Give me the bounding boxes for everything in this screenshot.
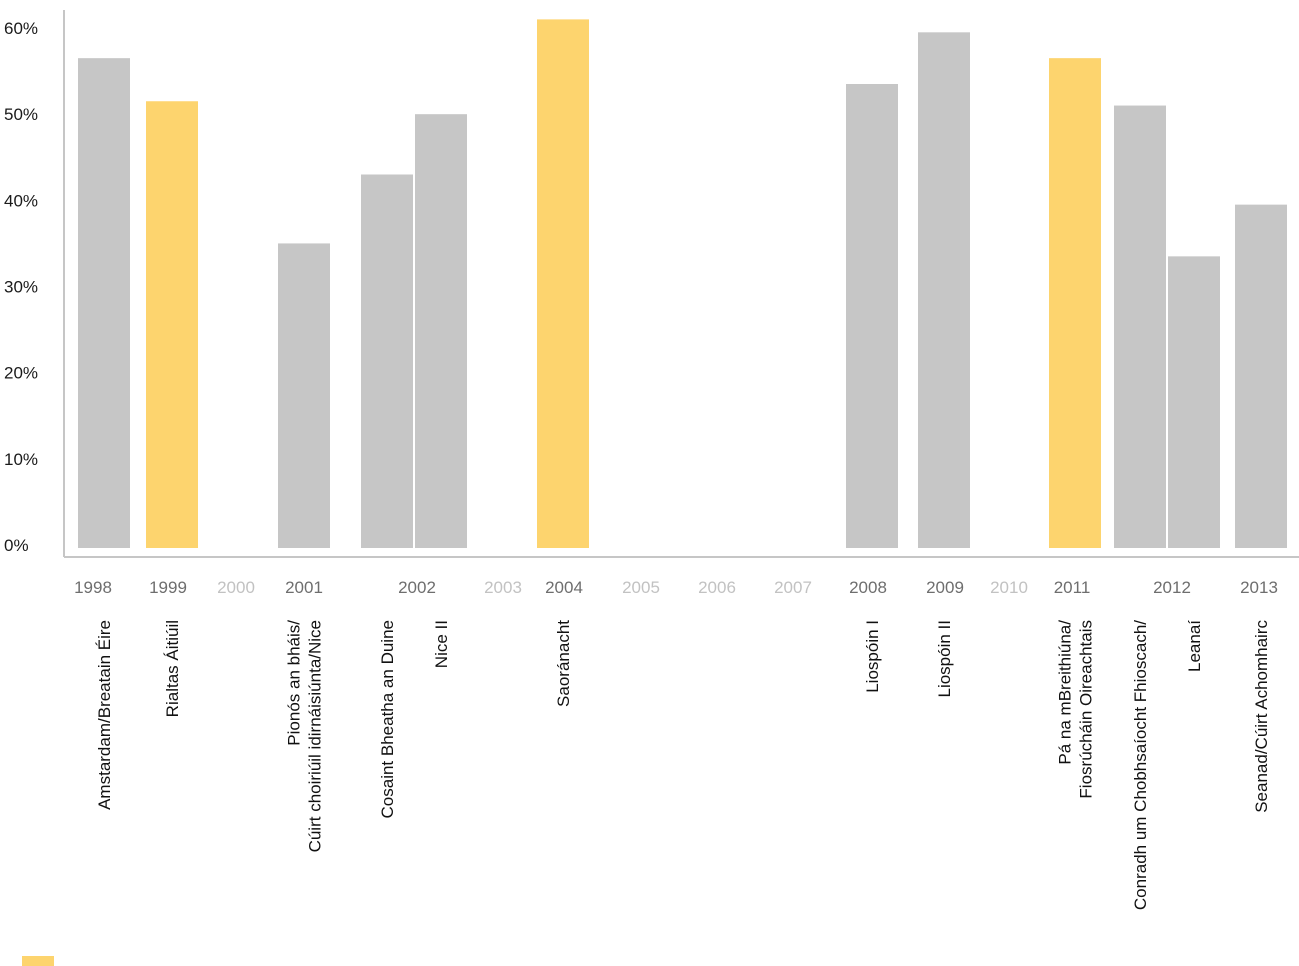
x-tick-label: 2005	[622, 578, 660, 597]
y-tick-label: 40%	[4, 191, 38, 210]
bar-category-label: Pá na mBreithiúna/	[1056, 620, 1075, 765]
bar	[918, 32, 970, 548]
year-labels: 1998 1999 2000 2001 2002 2003 2004 2005 2006 2007…	[74, 578, 1278, 597]
x-tick-label: 2010	[990, 578, 1028, 597]
x-tick-label: 1998	[74, 578, 112, 597]
x-tick-label: 2002	[398, 578, 436, 597]
bar-category-label: Liospóin II	[935, 620, 954, 698]
bar-category-label: Amstardam/Breatain Éire	[95, 620, 114, 810]
x-tick-label: 2012	[1153, 578, 1191, 597]
y-tick-label: 10%	[4, 450, 38, 469]
y-tick-label: 0%	[4, 536, 29, 555]
bar	[1235, 204, 1287, 548]
bar-category-label: Fiosrúcháin Oireachtais	[1077, 620, 1096, 799]
bar	[537, 19, 589, 548]
bar	[361, 174, 413, 548]
bar-category-label: Seanad/Cúirt Achomhairc	[1252, 620, 1271, 813]
y-axis-ticks: 0% 10% 20% 30% 40% 50% 60%	[4, 19, 38, 555]
y-tick-label: 20%	[4, 364, 38, 383]
x-tick-label: 2006	[698, 578, 736, 597]
bar	[846, 84, 898, 548]
x-tick-label: 2011	[1054, 578, 1091, 597]
bar-category-label: Leanaí	[1185, 620, 1204, 672]
y-tick-label: 50%	[4, 105, 38, 124]
x-tick-label: 2003	[484, 578, 522, 597]
bar-labels: Amstardam/Breatain Éire Rialtas Áitiúil Pi…	[95, 620, 1271, 911]
bar-category-label: Nice II	[432, 620, 451, 668]
y-tick-label: 60%	[4, 19, 38, 38]
x-tick-label: 2000	[217, 578, 255, 597]
x-tick-label: 2004	[545, 578, 583, 597]
x-tick-label: 2007	[774, 578, 812, 597]
x-tick-label: 2009	[926, 578, 964, 597]
bar	[278, 243, 330, 548]
bar	[1168, 256, 1220, 548]
axes	[63, 10, 1299, 558]
bar-category-label: Cosaint Bheatha an Duine	[378, 620, 397, 818]
bar-category-label: Rialtas Áitiúil	[163, 620, 182, 717]
bar	[1114, 105, 1166, 549]
bar	[1049, 58, 1101, 549]
x-tick-label: 2001	[285, 578, 323, 597]
x-tick-label: 1999	[149, 578, 187, 597]
y-tick-label: 30%	[4, 278, 38, 297]
bar	[78, 58, 130, 549]
x-tick-label: 2013	[1240, 578, 1278, 597]
bar	[415, 114, 467, 549]
bar-category-label: Liospóin I	[863, 620, 882, 693]
legend-swatch-highlight	[22, 956, 54, 966]
x-tick-label: 2008	[849, 578, 887, 597]
bars	[78, 19, 1287, 549]
bar-category-label: Conradh um Chobhsaíocht Fhioscach/	[1131, 620, 1150, 910]
bar-category-label: Saoránacht	[554, 620, 573, 707]
bar-category-label: Cúirt choiriúil idirnáisiúnta/Nice	[306, 620, 325, 852]
bar	[146, 101, 198, 548]
bar-category-label: Pionós an bháis/	[285, 620, 304, 746]
